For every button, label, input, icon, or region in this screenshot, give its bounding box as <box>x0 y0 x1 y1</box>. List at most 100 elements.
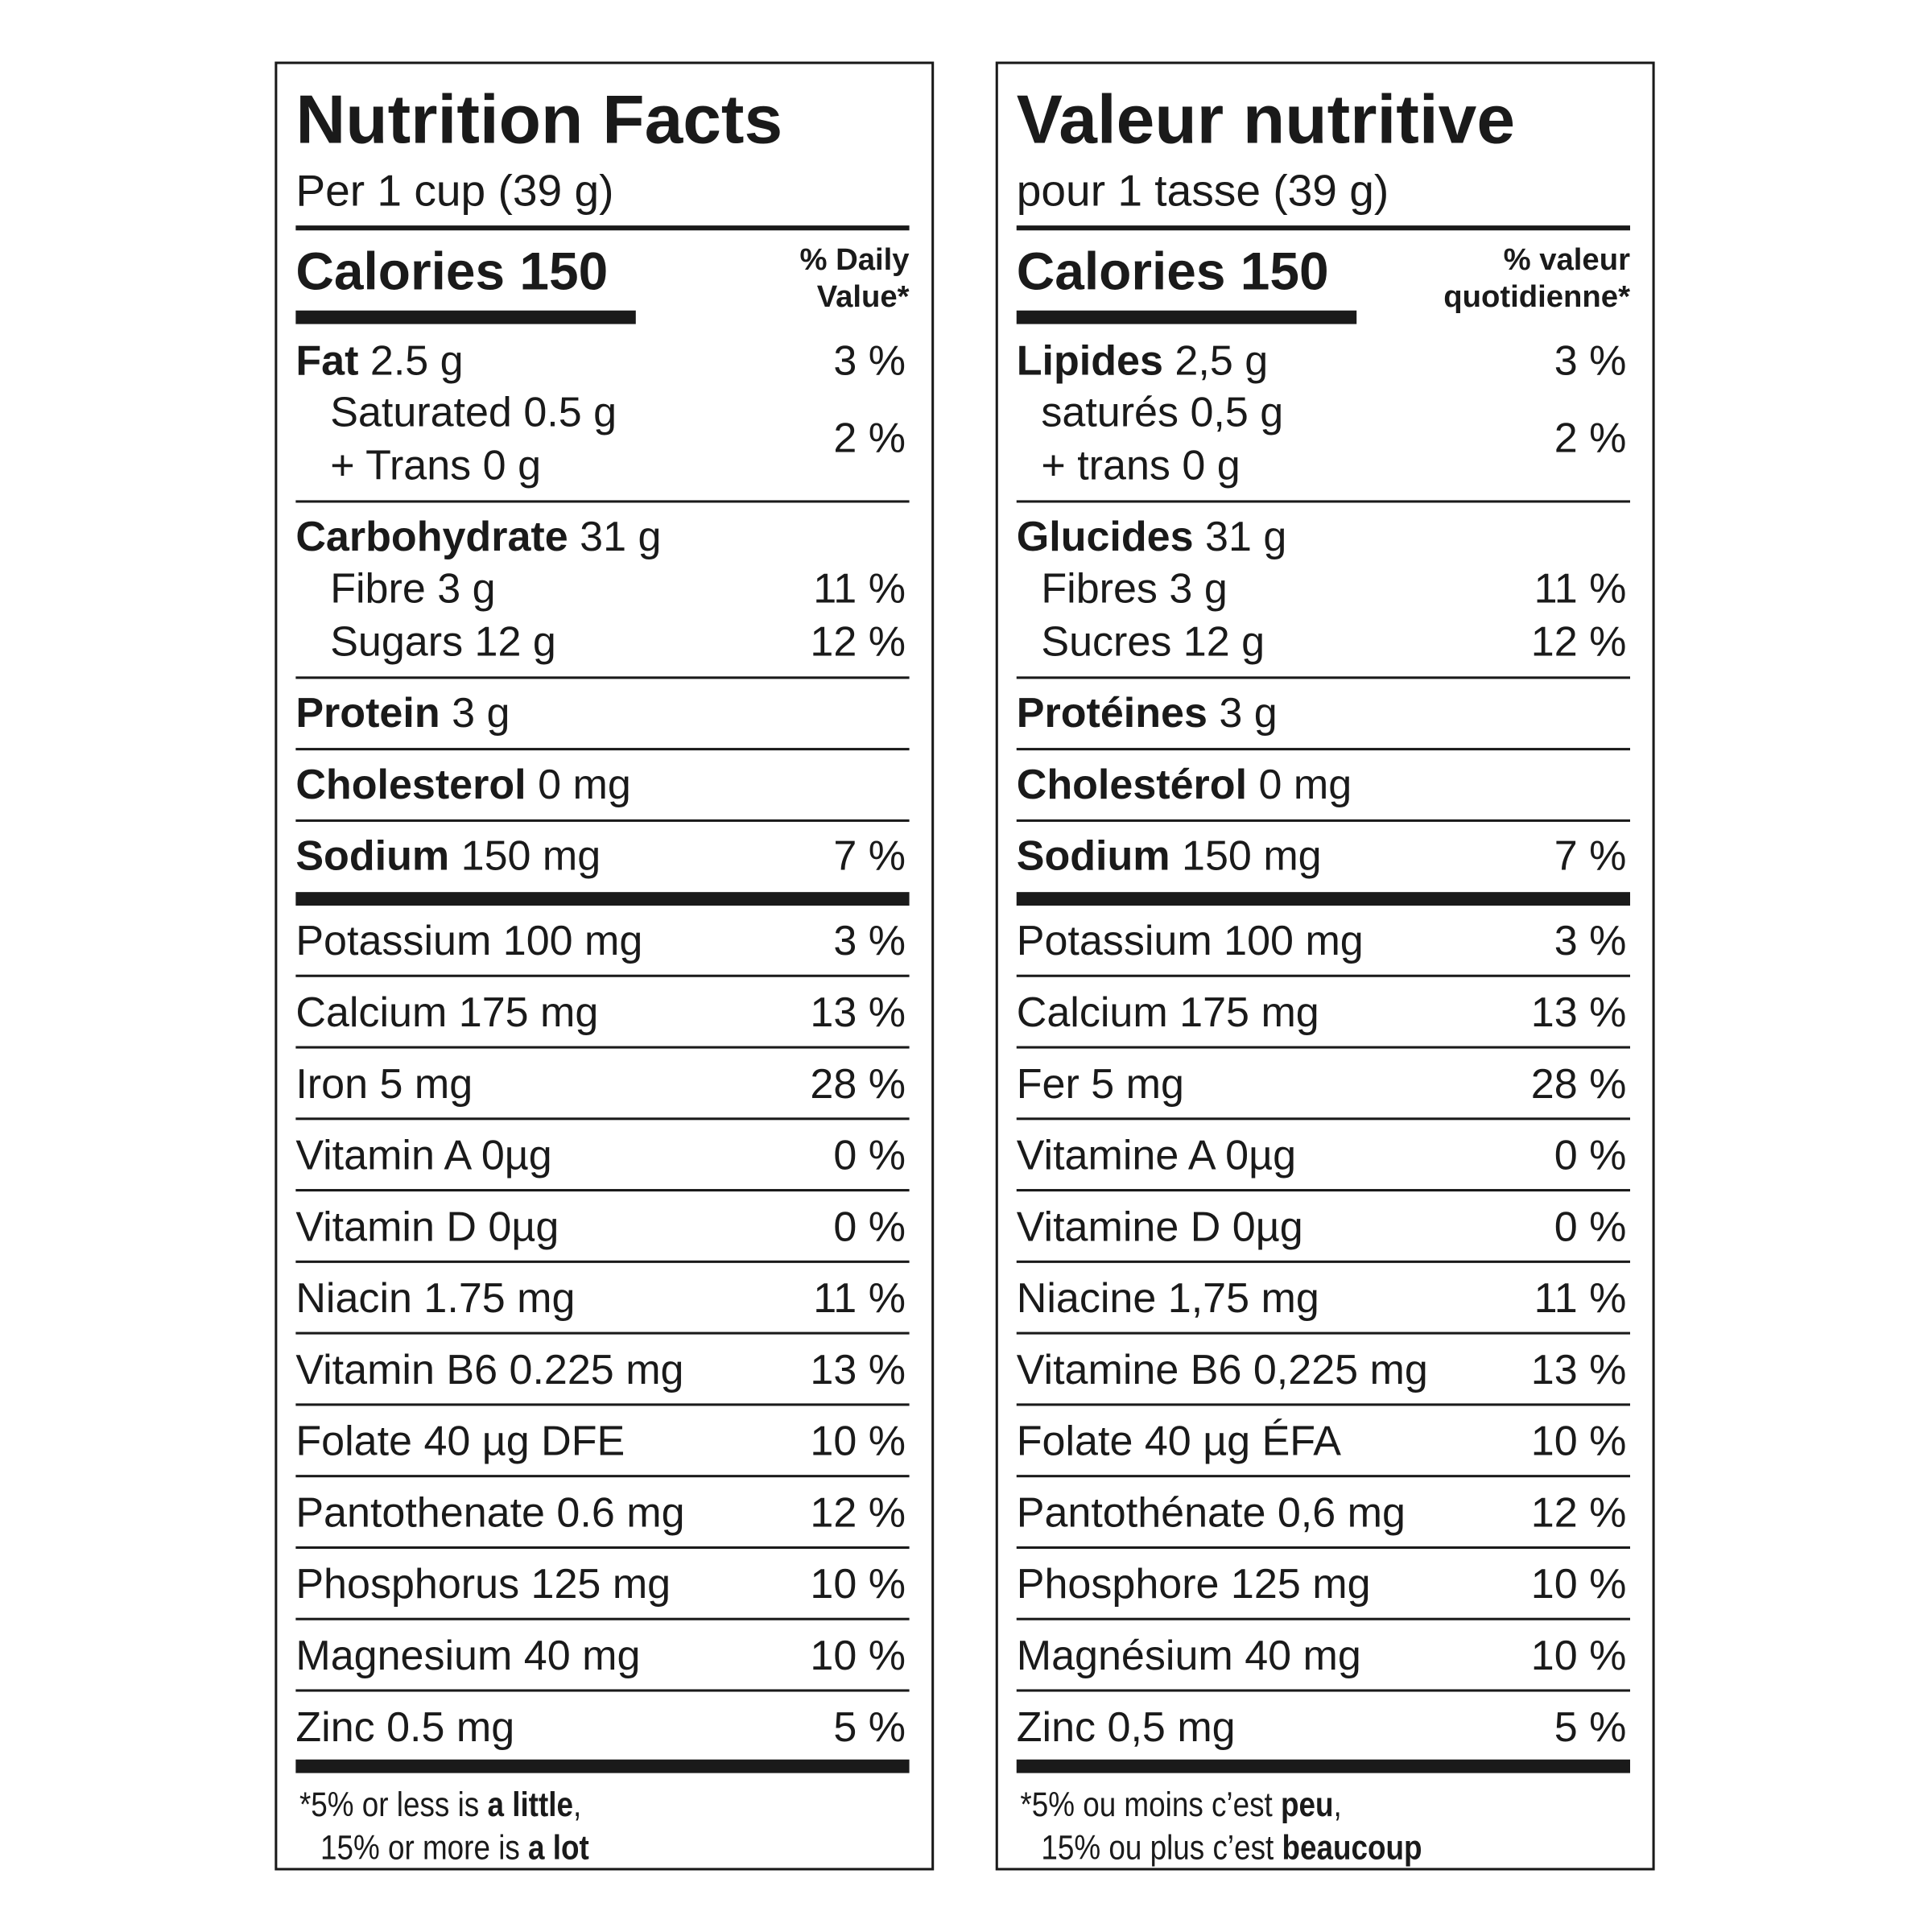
text: 0 mg <box>1258 761 1352 808</box>
rule <box>1016 1759 1630 1773</box>
text: Sugars 12 g <box>330 617 556 665</box>
mineral: Vitamine D 0µg <box>1017 1202 1303 1252</box>
daily-value: 12 % <box>1531 1488 1627 1538</box>
rule <box>295 1689 910 1692</box>
rule <box>295 1117 910 1121</box>
text: Magnesium 40 mg <box>295 1632 641 1679</box>
text: Calcium 175 mg <box>295 989 599 1036</box>
rule <box>295 819 910 822</box>
rule <box>295 1546 910 1549</box>
rule <box>295 748 910 751</box>
text: quotidienne* <box>1443 279 1630 315</box>
rule <box>295 1189 910 1192</box>
text: Vitamine B6 0,225 mg <box>1016 1346 1428 1393</box>
daily-value: 11 % <box>1534 1274 1627 1323</box>
mineral: Folate 40 µg ÉFA <box>1017 1417 1341 1467</box>
daily-value: 13 % <box>810 1345 906 1395</box>
daily-value: 3 % <box>833 916 906 966</box>
text: 11 % <box>1534 565 1627 613</box>
text: 11 % <box>813 565 906 613</box>
rule <box>1016 500 1630 503</box>
daily-value: 13 % <box>810 988 906 1038</box>
text: Iron 5 mg <box>295 1060 473 1108</box>
text: 2 % <box>1554 415 1627 463</box>
dv-header: quotidienne* <box>1443 279 1630 316</box>
daily-value: 0 % <box>1554 1130 1627 1180</box>
text: Per 1 cup (39 g) <box>295 165 614 217</box>
text: Potassium 100 mg <box>295 917 643 964</box>
text: Fer 5 mg <box>1016 1060 1184 1108</box>
daily-value: 0 % <box>833 1202 906 1252</box>
mineral: Zinc 0,5 mg <box>1017 1703 1236 1752</box>
text: 150 mg <box>1182 832 1322 880</box>
daily-value: 28 % <box>810 1059 906 1109</box>
footnote: *5% ou moins c’est peu, <box>1020 1785 1341 1826</box>
text: Calcium 175 mg <box>1016 989 1319 1036</box>
mineral: Zinc 0.5 mg <box>295 1703 514 1752</box>
text: 12 % <box>810 617 906 665</box>
text: Potassium 100 mg <box>1016 917 1364 964</box>
text: % valeur <box>1503 242 1630 278</box>
text: 12 % <box>810 1488 906 1537</box>
text: 13 % <box>810 1346 906 1393</box>
footnote: 15% or more is a lot <box>320 1827 589 1868</box>
text: Zinc 0.5 mg <box>295 1703 515 1751</box>
text: *5% ou moins c’est <box>1020 1785 1282 1824</box>
nutrient: Protéines 3 g <box>1017 688 1278 738</box>
nutrient: Cholestérol 0 mg <box>1017 760 1352 810</box>
rule <box>295 1759 910 1773</box>
text: Zinc 0,5 mg <box>1016 1703 1236 1751</box>
bold-text: Cholestérol <box>1016 761 1248 808</box>
rule <box>1016 676 1630 679</box>
mineral: Vitamin B6 0.225 mg <box>295 1345 683 1395</box>
rule <box>295 1046 910 1049</box>
daily-value: 28 % <box>1531 1059 1627 1109</box>
mineral: Vitamine B6 0,225 mg <box>1017 1345 1428 1395</box>
nutrient-sub: saturés 0,5 g <box>1041 388 1283 438</box>
bold-text: beaucoup <box>1282 1828 1422 1868</box>
rule <box>1016 1617 1630 1620</box>
text: 0 % <box>1554 1203 1627 1250</box>
nutrient: Protein 3 g <box>295 688 510 738</box>
text: 3 % <box>1554 336 1627 384</box>
text: 10 % <box>1530 1560 1627 1608</box>
daily-value: 12 % <box>1531 617 1627 667</box>
text: Magnésium 40 mg <box>1016 1632 1361 1679</box>
rule <box>295 1260 910 1263</box>
rule <box>1016 819 1630 822</box>
text: 10 % <box>810 1632 906 1679</box>
mineral: Vitamin A 0µg <box>295 1130 551 1180</box>
nutrient-sub: Sugars 12 g <box>330 617 556 667</box>
rule <box>295 1331 910 1335</box>
rule <box>1016 1117 1630 1121</box>
daily-value: 10 % <box>810 1417 906 1467</box>
mineral: Calcium 175 mg <box>1017 988 1319 1038</box>
text: 12 % <box>1530 617 1627 665</box>
text: 11 % <box>1534 1274 1627 1322</box>
text: 28 % <box>810 1060 906 1108</box>
rule <box>1016 974 1630 977</box>
daily-value: 7 % <box>833 832 906 881</box>
daily-value: 10 % <box>810 1559 906 1609</box>
text: 3 % <box>833 336 906 384</box>
daily-value: 10 % <box>1531 1417 1627 1467</box>
daily-value: 7 % <box>1554 832 1627 881</box>
mineral: Niacine 1,75 mg <box>1017 1274 1319 1323</box>
text: 15% or more is <box>320 1828 529 1868</box>
daily-value: 5 % <box>1554 1703 1627 1752</box>
text: 31 g <box>580 513 662 560</box>
serving: pour 1 tasse (39 g) <box>1017 164 1389 217</box>
text: % Daily <box>799 242 910 278</box>
text: 2,5 g <box>1174 336 1269 384</box>
nutrient: Glucides 31 g <box>1017 512 1287 562</box>
daily-value: 13 % <box>1531 1345 1627 1395</box>
text: 10 % <box>1530 1418 1627 1465</box>
text: 0 % <box>1554 1132 1627 1179</box>
text: Sucres 12 g <box>1041 617 1265 665</box>
rule <box>295 500 910 503</box>
daily-value: 0 % <box>1554 1202 1627 1252</box>
text: 3 % <box>833 917 906 964</box>
nutrient-sub: Fibres 3 g <box>1041 564 1227 614</box>
daily-value: 3 % <box>1554 336 1627 386</box>
nutrient-sub: Sucres 12 g <box>1041 617 1265 667</box>
